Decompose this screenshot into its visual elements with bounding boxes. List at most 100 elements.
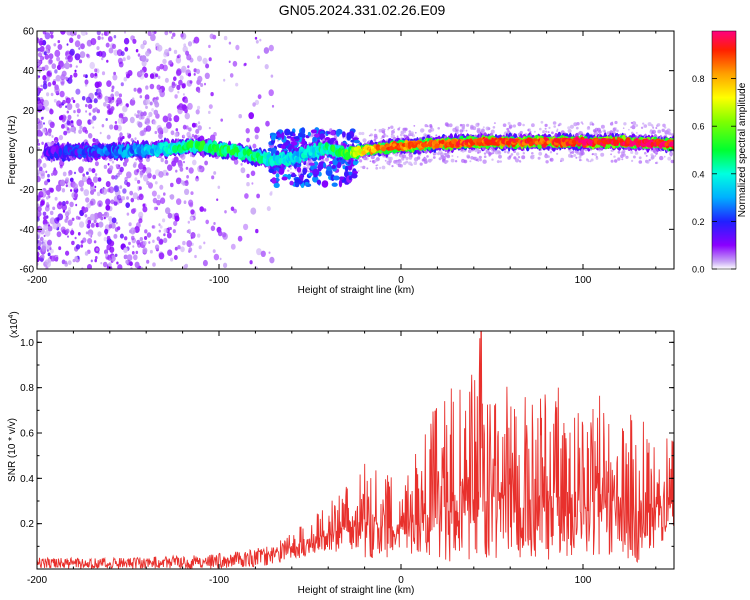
haze-speck (522, 123, 525, 127)
scatter-blob (267, 147, 273, 152)
haze-speck (483, 152, 487, 155)
scatter-blob (307, 131, 311, 137)
noise-speck (185, 166, 189, 170)
noise-speck (106, 103, 109, 107)
noise-speck (116, 261, 119, 265)
scatter-blob (304, 181, 309, 186)
noise-speck (65, 184, 68, 188)
haze-speck (637, 134, 640, 136)
noise-speck (268, 44, 274, 52)
noise-speck (59, 202, 63, 205)
noise-speck (97, 200, 103, 208)
noise-speck (264, 64, 269, 70)
noise-speck (204, 72, 210, 80)
haze-speck (402, 154, 407, 159)
noise-speck (44, 205, 50, 212)
noise-speck (197, 134, 200, 138)
noise-speck (154, 130, 158, 135)
noise-speck (61, 259, 66, 265)
noise-speck (162, 218, 166, 223)
ridge-blob (242, 148, 247, 156)
noise-speck (48, 132, 52, 137)
noise-speck (115, 221, 118, 225)
noise-speck (191, 122, 196, 128)
haze-speck (539, 127, 542, 131)
noise-speck (152, 174, 157, 180)
noise-speck (120, 82, 124, 87)
noise-speck (105, 198, 111, 206)
noise-speck (67, 260, 72, 266)
haze-speck (640, 126, 644, 129)
noise-speck (178, 79, 183, 86)
noise-speck (67, 55, 73, 63)
scatter-blob (281, 132, 285, 140)
scatter-blob (338, 176, 345, 180)
noise-speck (113, 124, 119, 131)
noise-speck (220, 118, 223, 122)
noise-speck (37, 161, 41, 168)
noise-speck (119, 185, 123, 189)
haze-speck (470, 124, 474, 129)
noise-speck (240, 163, 243, 166)
noise-speck (175, 69, 182, 77)
noise-speck (233, 208, 238, 214)
ridge-blob (650, 141, 654, 148)
noise-speck (38, 75, 41, 78)
x-tick-label: -200 (27, 575, 47, 586)
haze-speck (359, 159, 363, 163)
noise-speck (129, 98, 136, 106)
ridge-blob (423, 143, 429, 148)
noise-speck (197, 125, 202, 131)
noise-speck (259, 38, 262, 42)
noise-speck (101, 187, 108, 195)
noise-speck (186, 131, 191, 138)
noise-speck (52, 222, 58, 230)
haze-speck (556, 128, 559, 131)
noise-speck (93, 188, 96, 192)
noise-speck (189, 153, 193, 157)
noise-speck (152, 262, 156, 267)
haze-speck (396, 135, 399, 138)
haze-speck (498, 154, 502, 159)
noise-speck (50, 34, 54, 39)
haze-speck (403, 130, 407, 134)
noise-speck (44, 259, 50, 266)
noise-speck (87, 103, 93, 110)
haze-speck (662, 123, 666, 128)
noise-speck (39, 236, 44, 242)
noise-speck (254, 126, 260, 134)
haze-speck (461, 126, 465, 130)
noise-speck (195, 68, 201, 74)
haze-speck (590, 158, 594, 162)
noise-speck (49, 70, 52, 73)
noise-speck (70, 120, 74, 124)
ridge-blob (122, 149, 127, 157)
haze-speck (423, 160, 428, 164)
haze-speck (663, 155, 666, 158)
noise-speck (257, 94, 262, 100)
scatter-blob (313, 174, 318, 178)
noise-speck (158, 133, 163, 139)
noise-speck (94, 68, 98, 73)
noise-speck (111, 175, 115, 180)
noise-speck (69, 74, 73, 79)
noise-speck (78, 59, 83, 64)
haze-speck (408, 161, 412, 166)
haze-speck (635, 131, 638, 134)
noise-speck (41, 127, 47, 134)
noise-speck (249, 260, 253, 265)
y-tick-label: 60 (23, 27, 35, 38)
noise-speck (171, 36, 174, 40)
noise-speck (177, 107, 183, 115)
noise-speck (43, 234, 46, 238)
haze-speck (552, 121, 557, 125)
haze-speck (499, 160, 502, 163)
haze-speck (362, 165, 366, 169)
noise-speck (252, 102, 256, 107)
noise-speck (146, 232, 152, 238)
noise-speck (142, 206, 148, 213)
noise-speck (42, 75, 47, 81)
noise-speck (73, 72, 78, 78)
snr-ticks: -200 -100 0 100 0.2 0.4 0.6 0.8 1.0 (20, 331, 674, 586)
haze-speck (661, 128, 665, 132)
